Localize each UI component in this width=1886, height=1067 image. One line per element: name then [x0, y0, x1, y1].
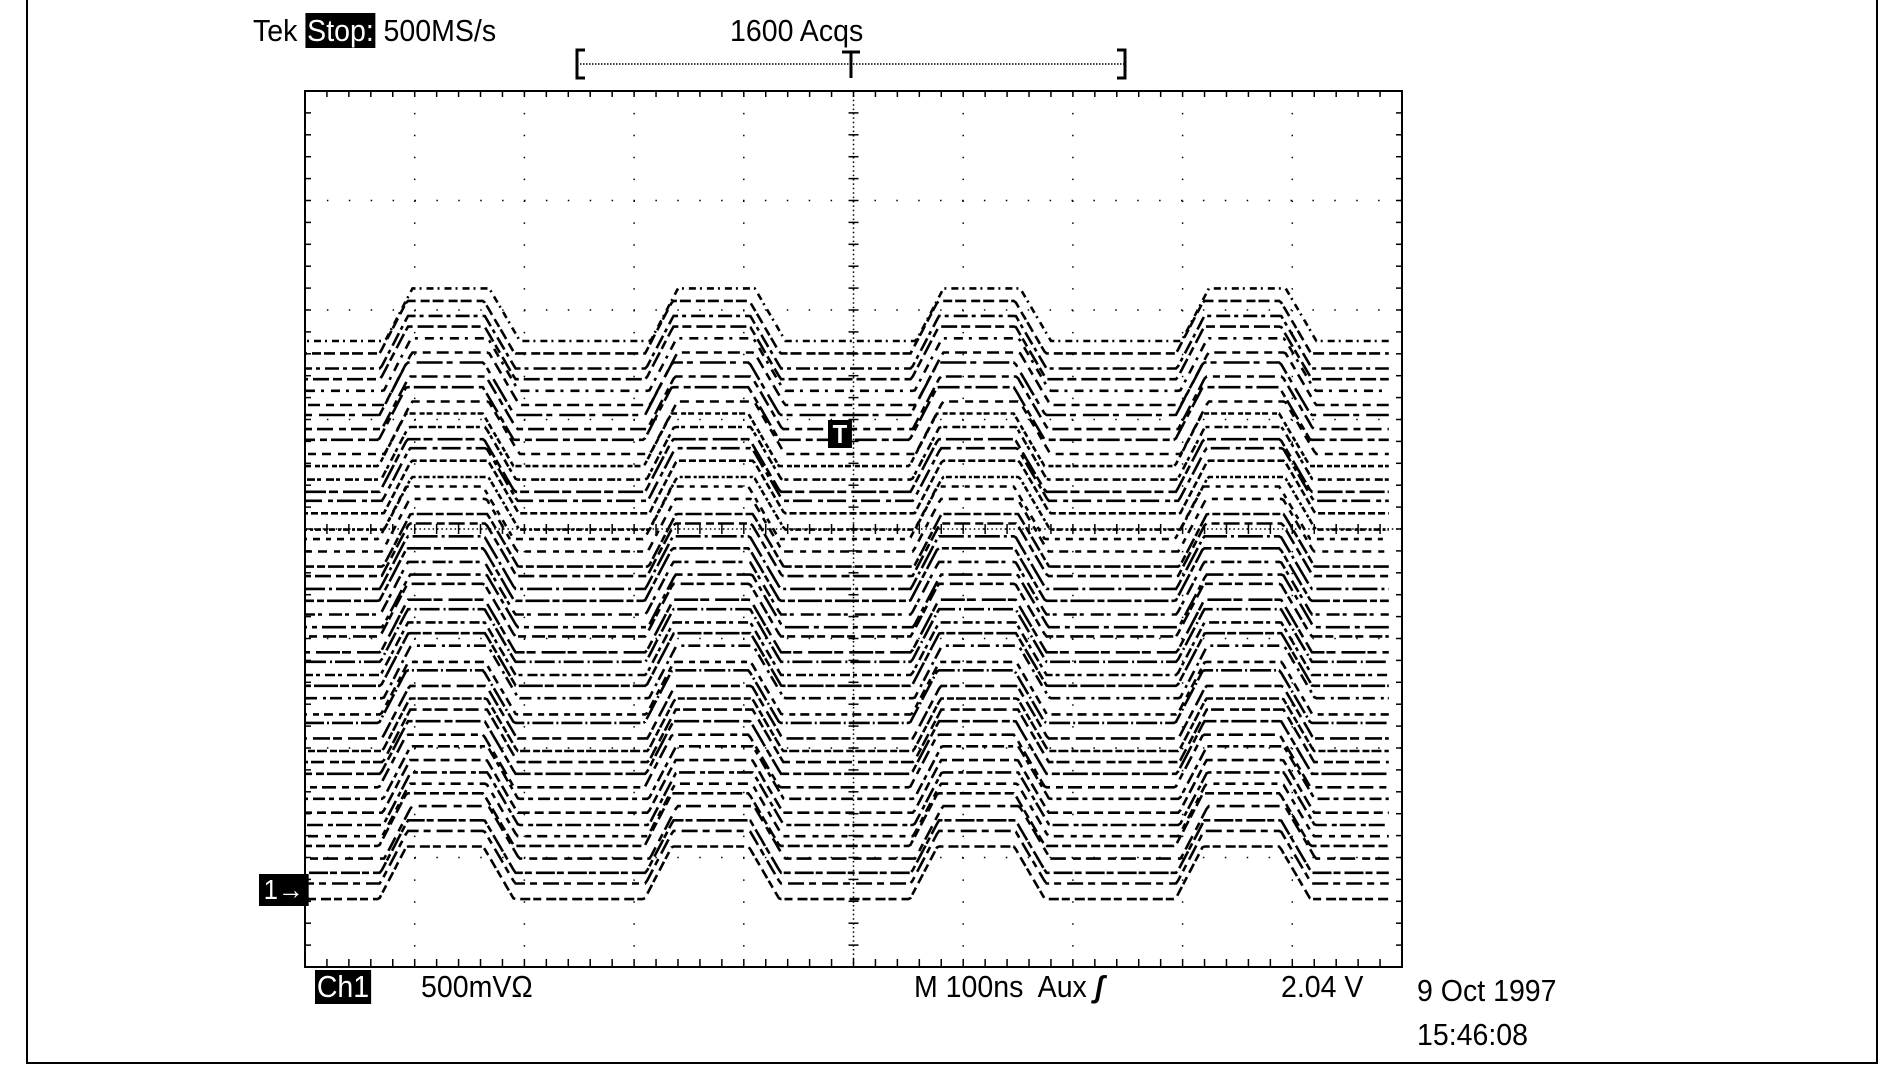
acquisition-count: 1600 Acqs [730, 13, 864, 48]
waveform-trace [305, 669, 1389, 725]
record-position-bar [575, 48, 1127, 80]
brand-label: Tek [253, 13, 298, 48]
waveform-trace [305, 745, 1389, 801]
waveform-trace [305, 684, 1389, 740]
waveform-trace [305, 522, 1389, 578]
waveform-trace [305, 547, 1389, 603]
channel-label[interactable]: Ch1 [315, 969, 372, 1004]
waveform-trace [305, 446, 1389, 503]
timebase-readout: M 100ns Aux ʃ [914, 970, 1104, 1004]
acquisition-state: Stop: [305, 13, 376, 48]
waveform-trace [305, 598, 1389, 654]
waveform-trace [305, 829, 1389, 885]
waveform-trace [305, 607, 1389, 664]
waveform-trace [305, 485, 1389, 541]
waveform-trace [305, 582, 1389, 638]
waveform-trace [305, 573, 1389, 629]
screen-frame [26, 0, 1878, 1064]
waveform-trace [305, 512, 1389, 568]
waveform-trace [305, 631, 1389, 688]
waveform-trace [305, 535, 1389, 591]
waveform-trace [305, 819, 1389, 875]
record-trigger-position-icon [842, 50, 860, 78]
waveform-trace [305, 314, 1389, 370]
waveform-trace [305, 337, 1389, 393]
waveform-trace [305, 804, 1389, 860]
waveform-trace [305, 771, 1389, 827]
rising-edge-icon: ʃ [1094, 969, 1104, 1004]
record-bar-left-bracket [575, 48, 585, 80]
channel-scale: 500mVΩ [421, 969, 533, 1004]
waveform-trace [305, 644, 1389, 700]
waveform-trace [305, 361, 1389, 417]
waveform-trace [305, 792, 1389, 848]
timebase: M 100ns [914, 969, 1024, 1004]
waveform-trace [305, 299, 1389, 355]
waveform-trace [305, 758, 1389, 814]
sample-rate: 500MS/s [383, 13, 497, 48]
waveform-trace [305, 782, 1389, 838]
trigger-source: Aux [1037, 969, 1087, 1004]
waveform-trace [305, 412, 1389, 468]
header-status: Tek Stop: 500MS/s [253, 13, 497, 48]
waveform-trace [305, 425, 1389, 481]
waveform-trace [305, 459, 1389, 515]
waveform-trace [305, 560, 1389, 616]
waveform-trace [305, 733, 1389, 789]
waveform-trace [305, 325, 1389, 381]
waveform-trace [305, 351, 1389, 407]
record-bar-right-bracket [1117, 48, 1127, 80]
time: 15:46:08 [1417, 1017, 1529, 1052]
trigger-level-marker[interactable]: T [828, 420, 852, 448]
waveform-trace [305, 497, 1389, 553]
waveform-traces [305, 287, 1389, 901]
waveform-trace [305, 621, 1389, 677]
waveform-trace [305, 400, 1389, 456]
waveform-trace [305, 719, 1389, 776]
trigger-level-readout: 2.04 V [1281, 969, 1364, 1004]
waveform-trace [305, 708, 1389, 764]
waveform-trace [305, 660, 1389, 716]
channel-1-ground-marker[interactable]: 1→ [259, 874, 309, 906]
waveform-trace [305, 475, 1389, 531]
waveform-trace [305, 697, 1389, 753]
waveform-trace [305, 437, 1389, 494]
date: 9 Oct 1997 [1417, 973, 1557, 1008]
waveform-trace [305, 845, 1389, 901]
waveform-trace [305, 287, 1389, 343]
